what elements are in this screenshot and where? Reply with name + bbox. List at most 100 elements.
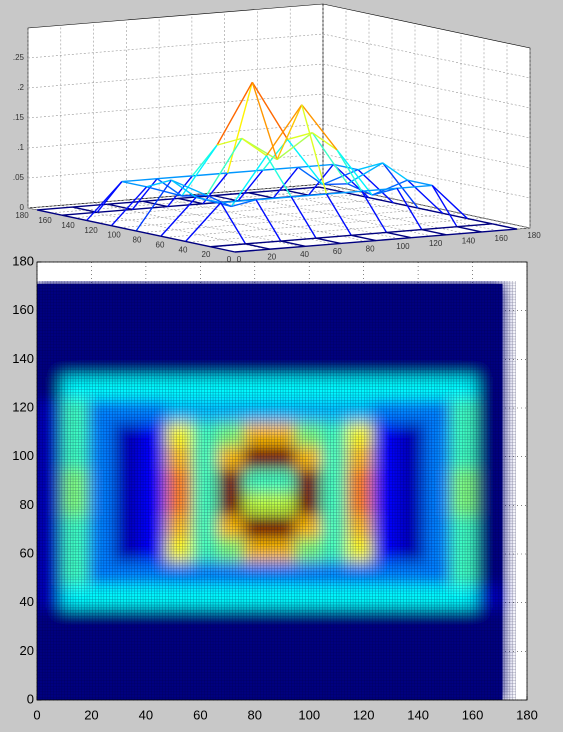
x-tick-label: 20 xyxy=(267,252,276,261)
grid-line xyxy=(27,33,324,59)
grid-line xyxy=(322,63,531,109)
x-tick-label: 0 xyxy=(237,255,242,264)
mesh-edge xyxy=(270,245,306,250)
y-tick-label: 0 xyxy=(227,255,232,264)
mesh-edge xyxy=(326,190,362,195)
mesh-edge xyxy=(231,199,257,208)
x-tick-label: 160 xyxy=(495,234,509,243)
mesh-edge xyxy=(336,149,363,192)
grid-line xyxy=(188,217,485,243)
x-tick-label: 80 xyxy=(366,244,375,253)
grid-line xyxy=(142,208,439,233)
mesh-edge xyxy=(170,179,197,198)
mesh-edge xyxy=(298,163,334,168)
mesh-edge xyxy=(318,186,344,193)
mesh-edge xyxy=(431,185,458,228)
z-tick-label: .1 xyxy=(17,143,24,152)
mesh-edge xyxy=(411,234,447,239)
x-tick-label: 100 xyxy=(396,242,410,251)
mesh-edge xyxy=(132,205,168,211)
y-tick-label: 0 xyxy=(27,691,34,706)
mesh-edge xyxy=(280,237,317,242)
x-tick-label: 40 xyxy=(139,707,153,722)
mesh-edge xyxy=(368,196,394,204)
mesh-edge xyxy=(351,234,377,242)
z-tick-label: .2 xyxy=(17,83,24,92)
mesh-edge xyxy=(210,246,236,253)
mesh-edge xyxy=(262,166,299,171)
mesh-edge xyxy=(185,240,211,248)
y-tick-label: 60 xyxy=(20,545,34,560)
z-tick-label: .05 xyxy=(13,173,25,182)
mesh-edge xyxy=(421,228,447,236)
mesh-edge xyxy=(456,225,482,233)
mesh-edge xyxy=(305,242,341,247)
y-tick-label: 180 xyxy=(15,211,29,220)
grid-line xyxy=(27,93,324,119)
mesh-edge xyxy=(301,104,338,151)
mesh-edge xyxy=(230,155,268,207)
mesh-edge xyxy=(237,169,264,202)
mesh-edge xyxy=(372,187,398,196)
mesh-edge xyxy=(213,194,239,202)
x-tick-label: 20 xyxy=(84,707,98,722)
mesh-edge xyxy=(245,243,271,250)
x-tick-label: 60 xyxy=(193,707,207,722)
z-tick-label: 0 xyxy=(20,203,25,212)
mesh-edge xyxy=(291,193,327,198)
mesh-edge xyxy=(276,104,303,160)
mesh-edge xyxy=(135,179,172,232)
mesh-edge xyxy=(456,223,493,228)
x-tick-label: 40 xyxy=(300,250,309,259)
mesh-edge xyxy=(322,183,348,186)
mesh-edge xyxy=(322,169,359,186)
mesh-edge xyxy=(382,162,408,181)
y-tick-label: 60 xyxy=(156,240,165,249)
x-tick-label: 80 xyxy=(248,707,262,722)
mesh-edge xyxy=(220,199,257,204)
y-tick-label: 80 xyxy=(133,236,142,245)
mesh-edge xyxy=(276,132,313,161)
x-tick-label: 120 xyxy=(429,239,443,248)
x-tick-label: 60 xyxy=(333,247,342,256)
grid-line xyxy=(27,183,324,209)
mesh-edge xyxy=(107,200,143,205)
mesh-edge xyxy=(251,81,289,140)
mesh-edge xyxy=(37,206,73,211)
mesh-edge xyxy=(290,196,317,239)
z-tick-label: .15 xyxy=(13,113,25,122)
mesh-edge xyxy=(396,184,433,189)
x-tick-label: 140 xyxy=(462,236,476,245)
mesh-edge xyxy=(160,196,197,237)
mesh-edge xyxy=(361,190,388,233)
y-tick-label: 40 xyxy=(20,594,34,609)
mesh-edge xyxy=(393,202,419,209)
mesh-edge xyxy=(347,162,384,185)
mesh-edge xyxy=(213,192,249,197)
mesh-edge xyxy=(248,192,274,199)
mesh-edge xyxy=(255,196,292,201)
mesh-edge xyxy=(311,132,338,151)
mesh-edge xyxy=(131,178,158,210)
mesh-edge xyxy=(481,228,517,233)
mesh-edge xyxy=(220,202,247,245)
mesh-edge xyxy=(156,178,183,197)
mesh-edge xyxy=(315,237,341,245)
y-tick-label: 160 xyxy=(38,216,52,225)
mesh-edge xyxy=(280,240,306,247)
x-tick-label: 120 xyxy=(353,707,375,722)
mesh-edge xyxy=(216,81,253,146)
mesh-edge xyxy=(111,225,137,232)
mesh-edge xyxy=(386,228,422,234)
grid-line xyxy=(322,183,531,229)
mesh-edge xyxy=(396,187,423,230)
y-tick-label: 120 xyxy=(12,399,34,414)
mesh-edge xyxy=(361,187,398,192)
x-tick-label: 0 xyxy=(33,707,40,722)
axes-frame xyxy=(36,261,528,701)
mesh-edge xyxy=(315,234,352,239)
y-tick-label: 80 xyxy=(20,497,34,512)
mesh-edge xyxy=(333,163,359,171)
mesh-edge xyxy=(283,186,320,191)
mesh-edge xyxy=(311,132,349,185)
